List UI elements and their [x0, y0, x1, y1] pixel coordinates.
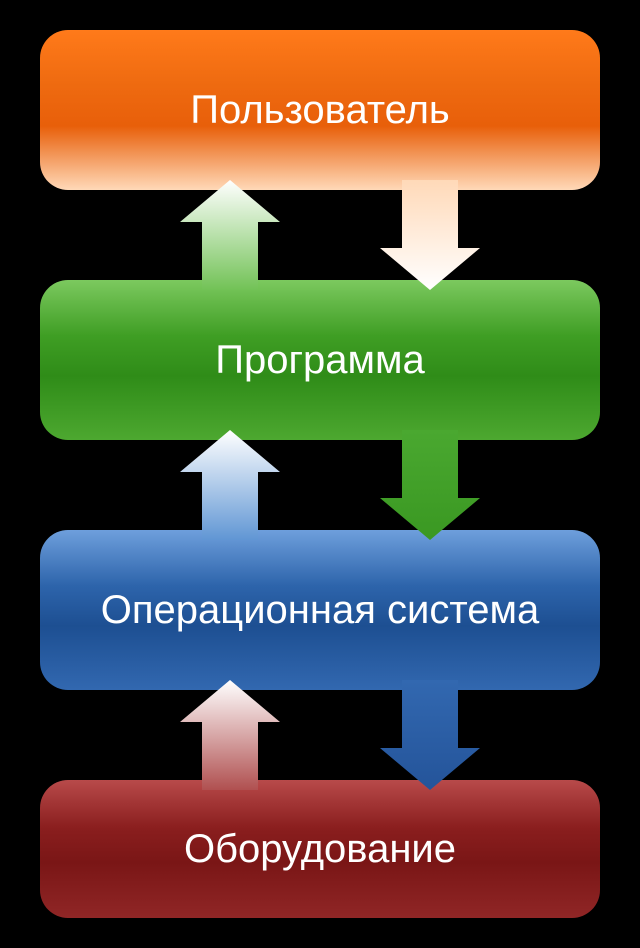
layer-user-label: Пользователь: [190, 88, 450, 133]
layer-program-label: Программа: [215, 338, 425, 383]
layer-user: Пользователь: [40, 30, 600, 190]
arrow-down-icon: [380, 680, 480, 790]
arrow-down-icon: [380, 180, 480, 290]
layer-hardware: Оборудование: [40, 780, 600, 918]
layer-hardware-label: Оборудование: [184, 827, 456, 872]
arrow-up-icon: [180, 430, 280, 540]
arrow-down-icon: [380, 430, 480, 540]
layer-os-label: Операционная система: [101, 588, 539, 633]
arrow-up-icon: [180, 180, 280, 290]
arrow-up-icon: [180, 680, 280, 790]
layer-os: Операционная система: [40, 530, 600, 690]
layer-program: Программа: [40, 280, 600, 440]
